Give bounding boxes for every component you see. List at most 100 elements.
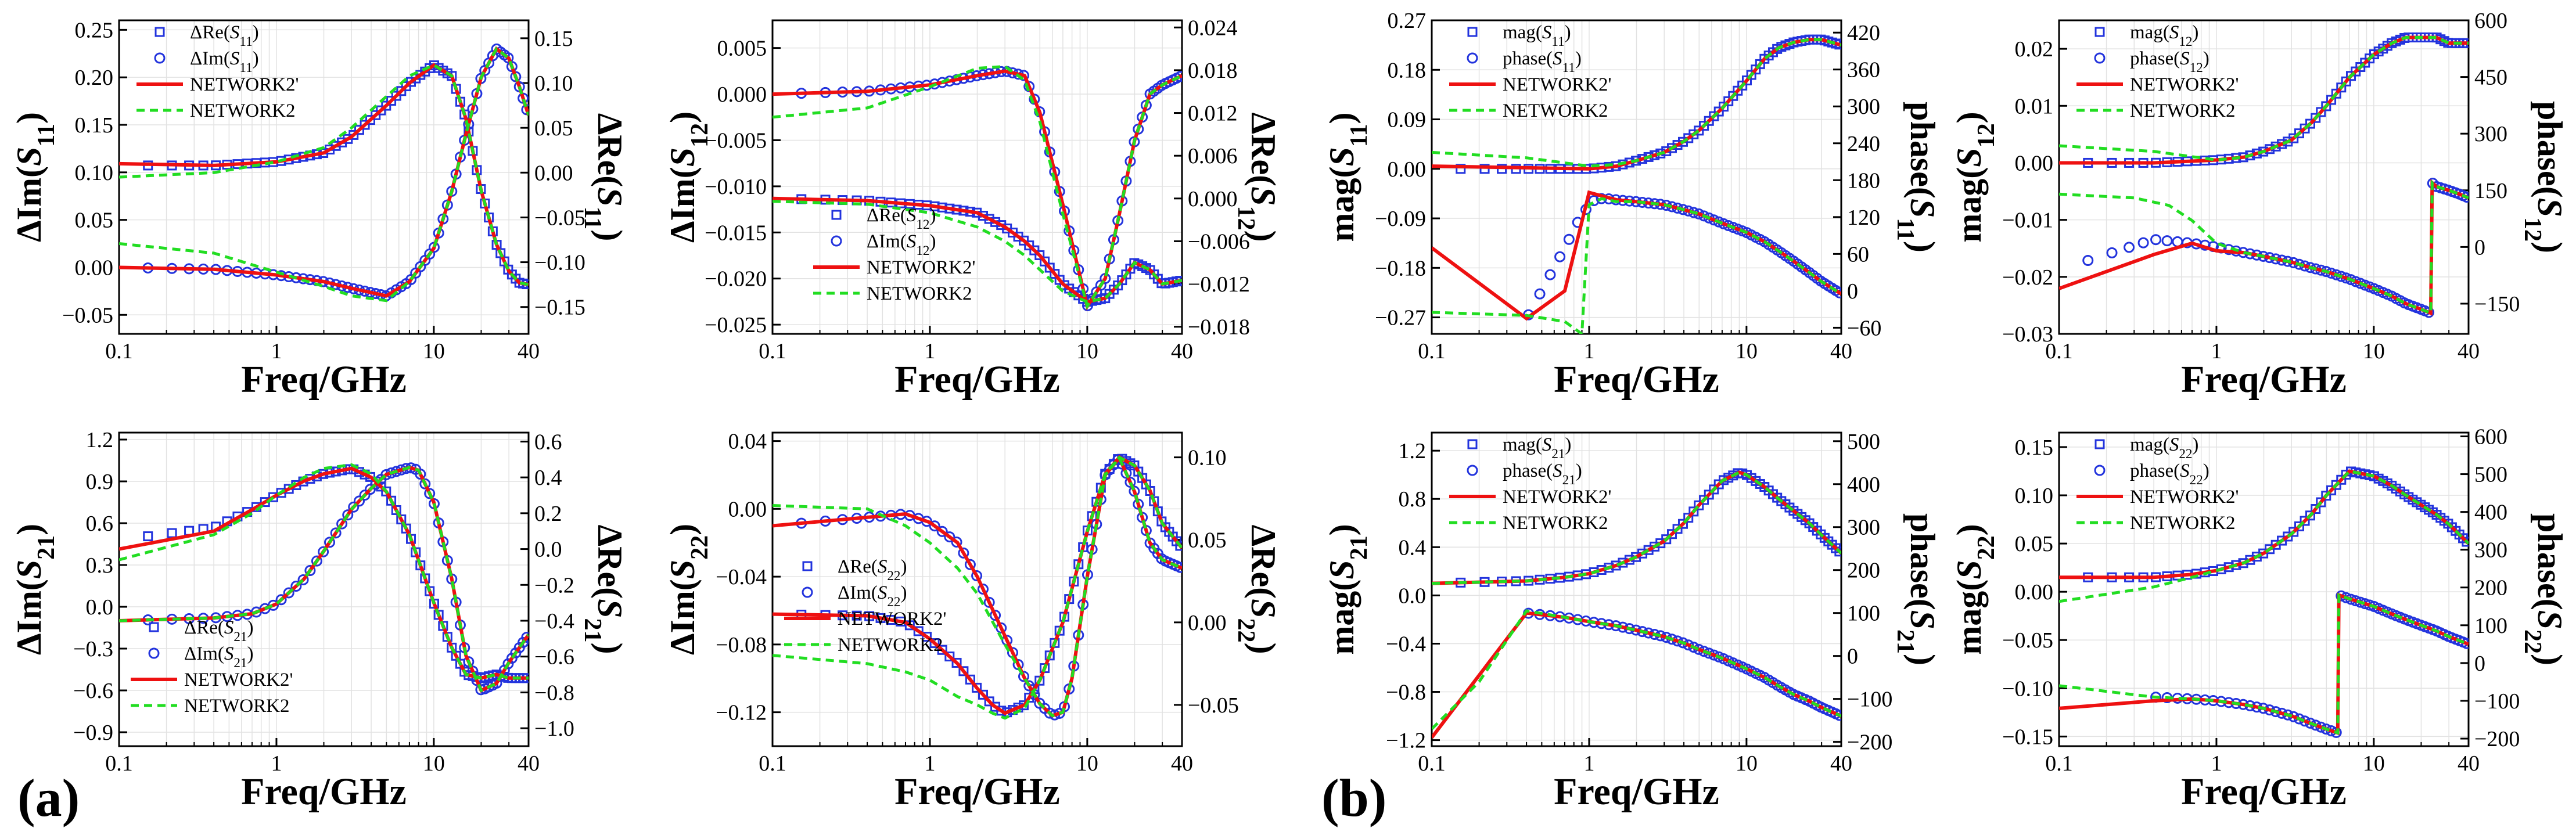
data-point (1044, 262, 1055, 273)
y2-tick-label: 600 (2474, 9, 2507, 33)
y-axis-label: ΔIm(S22) (663, 524, 713, 655)
data-point (2137, 237, 2149, 249)
y2-tick-label: −0.05 (534, 206, 585, 230)
y2-tick-label: −150 (2474, 292, 2520, 316)
legend-label: NETWORK2 (1503, 100, 1608, 121)
data-point (318, 546, 329, 557)
y-axis-label: mag(S22) (1950, 524, 2000, 654)
y2-tick-label: 0.4 (534, 466, 562, 490)
y-tick-label: 0.10 (75, 161, 114, 185)
legend-label: ΔRe(S11) (190, 22, 259, 49)
y-tick-label: −0.27 (1375, 306, 1426, 330)
y-tick-label: 0.8 (1399, 487, 1427, 512)
series-4 (1432, 38, 1841, 168)
y2-axis-label: ΔRe(S11) (579, 113, 629, 242)
y2-tick-label: −0.8 (534, 681, 574, 705)
data-point (996, 706, 1007, 716)
series-line (773, 200, 1182, 304)
y-tick-label: −0.01 (2002, 208, 2053, 233)
y2-tick-label: 200 (1847, 559, 1880, 583)
legend: ΔRe(S22)ΔIm(S22)NETWORK2'NETWORK2 (784, 556, 946, 656)
y2-tick-label: 120 (1847, 206, 1880, 230)
x-tick-label: 10 (1736, 339, 1758, 363)
y2-tick-label: 100 (2474, 614, 2507, 638)
x-axis-label: Freq/GHz (241, 771, 407, 813)
y2-tick-label: 0.15 (534, 27, 573, 51)
y2-tick-label: 0.05 (1188, 528, 1227, 553)
data-point (1834, 546, 1841, 557)
gridlines (118, 20, 529, 334)
data-point (2311, 113, 2321, 123)
y2-tick-label: 200 (2474, 576, 2507, 600)
data-point (1688, 642, 1700, 653)
gridlines (2058, 433, 2469, 746)
x-tick-label: 1 (271, 339, 282, 363)
data-point (971, 570, 983, 582)
y-tick-label: 0.18 (1388, 58, 1427, 82)
chart-panels: 0.1 1 10 40−0.050.000.050.100.150.200.25−0.… (10, 9, 2569, 813)
y2-axis-label: phase(S21) (1892, 513, 1942, 665)
series-5 (2059, 593, 2469, 735)
data-point (2326, 485, 2337, 495)
legend-label: phase(S21) (1503, 460, 1582, 487)
x-tick-label: 1 (1583, 751, 1594, 776)
data-point (342, 509, 354, 521)
x-tick-label: 10 (1076, 751, 1098, 776)
chart-a1: 0.1 1 10 40 −0.05 0.00 0.05 0.10 0.15 0.20 0.25 −0.… (10, 18, 629, 401)
y-tick-label: −0.15 (2002, 725, 2053, 749)
x-tick-label: 0.1 (105, 751, 133, 776)
data-point (1175, 541, 1182, 551)
data-point (2124, 242, 2135, 253)
legend-label: NETWORK2' (838, 609, 946, 629)
data-point (2462, 537, 2469, 547)
y2-tick-label: 0.012 (1188, 102, 1238, 126)
y2-tick-label: 300 (1847, 95, 1880, 119)
y2-tick-label: −0.012 (1188, 272, 1250, 297)
data-point (1029, 93, 1040, 105)
data-point (1174, 562, 1182, 573)
data-point (929, 520, 940, 532)
legend-label: phase(S12) (2130, 48, 2209, 75)
legend-marker (149, 622, 159, 632)
legend-label: NETWORK2' (184, 670, 293, 690)
legend-marker (802, 586, 813, 598)
data-point (1534, 288, 1546, 300)
plot-area (773, 64, 1182, 311)
y-tick-label: 0.04 (728, 430, 767, 454)
y2-tick-label: 0.024 (1188, 16, 1238, 40)
y-tick-label: −0.020 (705, 267, 767, 291)
plot-area (773, 454, 1182, 721)
data-point (2288, 133, 2299, 143)
legend-marker (2094, 27, 2105, 37)
y-tick-label: −0.025 (705, 313, 767, 337)
y2-tick-label: 0.10 (534, 71, 573, 96)
data-point (904, 620, 915, 631)
series-line (773, 455, 1182, 720)
y2-tick-label: −0.05 (1188, 693, 1239, 718)
y-axis-label: mag(S11) (1323, 112, 1373, 242)
legend-label: NETWORK2 (190, 100, 295, 121)
data-point (937, 645, 947, 655)
y2-tick-label: 0.00 (1188, 611, 1227, 635)
x-tick-label: 0.1 (1418, 339, 1446, 363)
legend-label: NETWORK2 (1503, 513, 1608, 534)
data-point (353, 495, 365, 507)
series-line (119, 463, 529, 680)
legend-marker (1467, 52, 1478, 64)
y-tick-label: 0.3 (86, 553, 114, 578)
data-point (964, 559, 976, 570)
y2-tick-label: −0.2 (534, 573, 574, 598)
chart-b3: 0.1 1 10 40 −1.2 −0.8 −0.4 0.0 0.4 0.8 1.2 −200 −100… (1323, 430, 1942, 813)
data-point (1672, 524, 1683, 534)
series-5 (2059, 179, 2469, 315)
series-4 (1432, 470, 1841, 585)
data-point (984, 696, 994, 707)
panel-a-label: (a) (17, 768, 80, 827)
x-axis-label: Freq/GHz (894, 771, 1060, 813)
data-point (419, 478, 431, 490)
series-4 (2059, 36, 2469, 162)
y2-tick-label: 600 (2474, 425, 2507, 449)
series-4 (2059, 469, 2469, 603)
data-point (978, 689, 989, 700)
data-point (913, 626, 924, 636)
